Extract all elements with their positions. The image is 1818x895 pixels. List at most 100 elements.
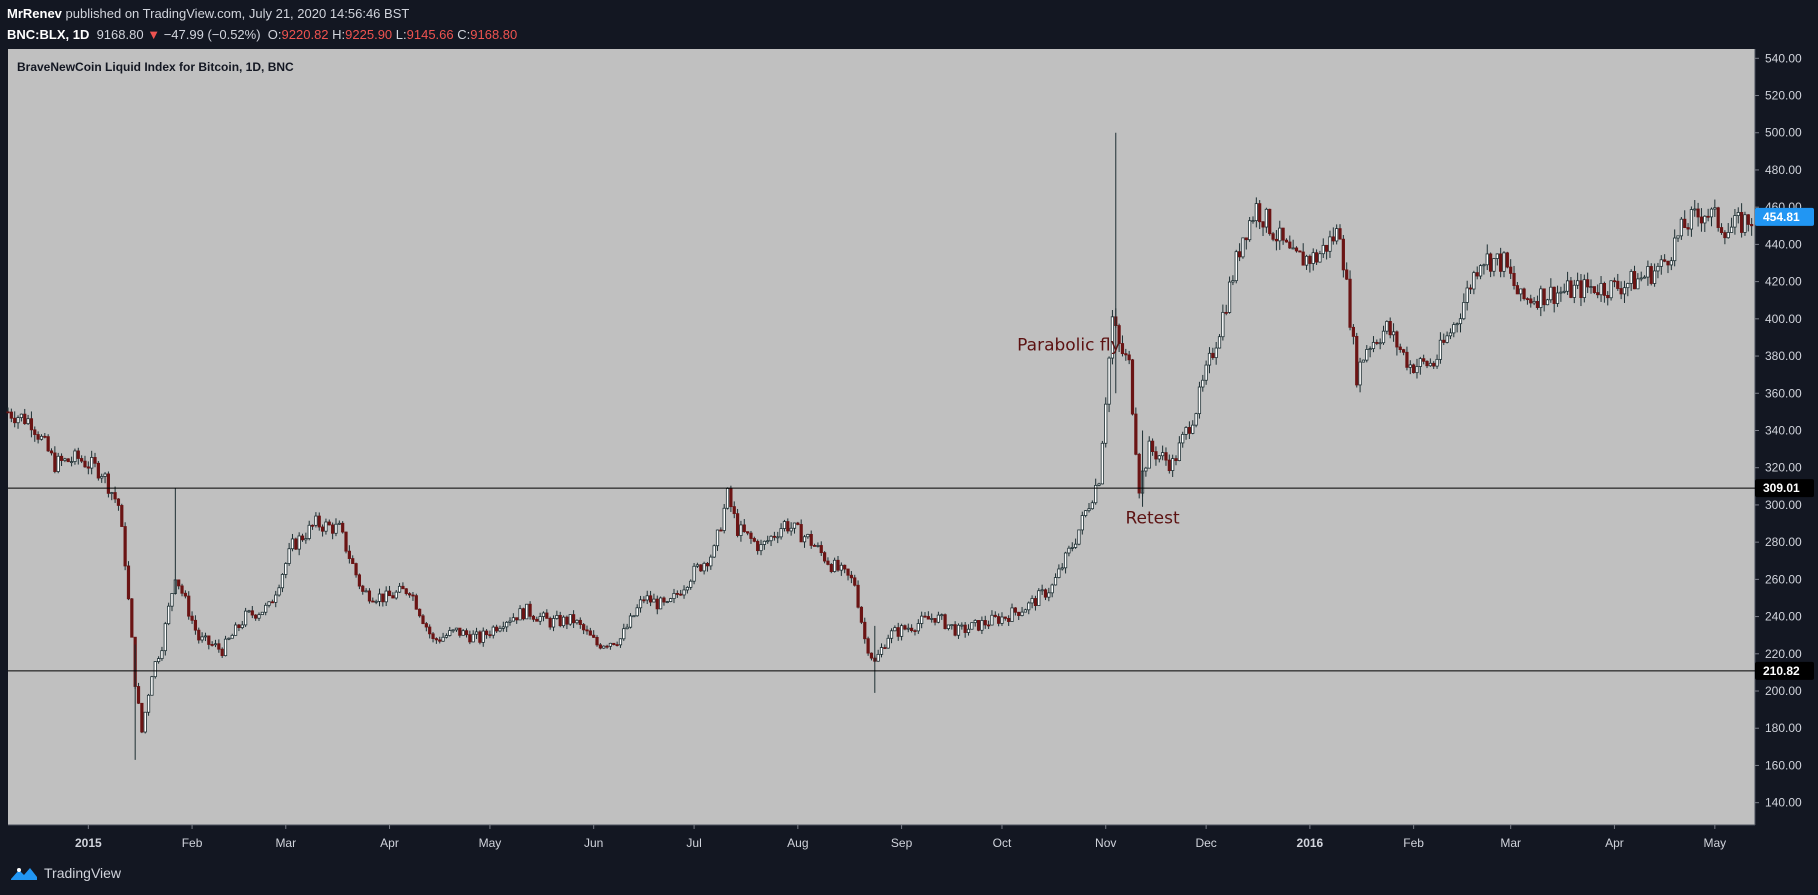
candle-body: [1298, 250, 1302, 253]
candle-body: [1740, 212, 1744, 233]
candle-body: [93, 457, 97, 464]
candle-body: [571, 614, 576, 624]
candle-body: [1398, 346, 1402, 351]
candle-body: [287, 548, 291, 564]
candle-body: [1489, 253, 1493, 272]
x-tick-label: 2016: [1297, 836, 1324, 850]
candle-body: [438, 639, 442, 642]
candle-body: [384, 590, 388, 603]
candle-body: [893, 627, 897, 632]
candle-body: [1381, 330, 1386, 344]
change-value: −47.99 (−0.52%): [163, 27, 261, 42]
candle-body: [1097, 483, 1101, 486]
candle-body: [756, 540, 760, 552]
candle-body: [1401, 349, 1406, 353]
candle-body: [1231, 280, 1235, 283]
candle-body: [826, 560, 830, 565]
candle-body: [441, 636, 445, 642]
candle-body: [374, 600, 378, 603]
current-price-label: 454.81: [1763, 210, 1800, 224]
candle-body: [1187, 427, 1192, 434]
x-tick-label: Mar: [275, 836, 296, 850]
candle-body: [1331, 236, 1335, 242]
candle-body: [491, 626, 495, 636]
candle-body: [1311, 252, 1315, 264]
candle-body: [66, 458, 70, 463]
candle-body: [1341, 238, 1345, 271]
candle-body: [1043, 589, 1048, 598]
candle-body: [1154, 451, 1158, 460]
candle-body: [1626, 283, 1630, 289]
candle-body: [548, 617, 552, 628]
candle-body: [1656, 265, 1660, 272]
candle-body: [120, 505, 124, 527]
candle-body: [1485, 253, 1489, 266]
candle-body: [1278, 227, 1282, 242]
chart-annotation[interactable]: Parabolic fly: [1017, 335, 1120, 355]
candle-body: [1636, 278, 1640, 290]
candle-body: [1559, 291, 1563, 294]
candle-body: [541, 612, 546, 617]
candle-body: [833, 559, 837, 572]
candle-body: [1689, 209, 1694, 230]
chart-annotation[interactable]: Retest: [1126, 509, 1180, 529]
candle-body: [1030, 598, 1034, 604]
candle-body: [997, 616, 1001, 624]
candle-body: [451, 629, 455, 632]
candle-body: [213, 643, 218, 646]
candle-body: [916, 623, 920, 632]
candle-body: [1512, 272, 1516, 286]
candle-body: [1549, 286, 1553, 301]
candle-body: [1304, 255, 1309, 266]
candle-body: [1482, 264, 1486, 267]
candle-body: [1023, 609, 1028, 613]
candle-body: [394, 591, 398, 599]
candle-body: [220, 648, 224, 657]
candle-body: [1150, 440, 1155, 452]
candle-body: [1639, 277, 1643, 280]
candle-body: [920, 615, 924, 624]
candle-body: [1622, 287, 1627, 295]
candle-body: [538, 616, 542, 622]
candle-body: [1214, 347, 1218, 359]
author-name[interactable]: MrRenev: [7, 6, 62, 21]
candle-body: [1191, 424, 1195, 434]
candle-body: [210, 644, 214, 646]
candle-body: [582, 624, 586, 631]
candle-body: [217, 643, 221, 650]
candle-body: [1408, 364, 1412, 368]
candle-body: [876, 653, 880, 662]
candle-body: [913, 630, 917, 633]
candle-body: [26, 418, 30, 425]
candle-body: [1201, 379, 1205, 388]
candle-body: [762, 540, 766, 545]
candle-body: [665, 601, 669, 603]
candle-body: [1642, 276, 1647, 279]
candle-body: [1458, 318, 1463, 325]
candle-body: [431, 633, 435, 639]
candle-body: [645, 595, 649, 601]
candle-body: [33, 429, 37, 435]
y-tick-label: 400.00: [1765, 312, 1802, 326]
candle-body: [1221, 311, 1225, 338]
x-tick-label: Feb: [182, 836, 203, 850]
current-price-tag: [1755, 207, 1814, 226]
candle-body: [123, 526, 127, 567]
candle-body: [300, 535, 305, 541]
candle-body: [150, 676, 154, 696]
x-tick-label: May: [1704, 836, 1727, 850]
candle-body: [1090, 502, 1094, 510]
candle-body: [1117, 325, 1121, 344]
candle-body: [1288, 241, 1292, 249]
candle-body: [1686, 227, 1690, 230]
candle-body: [478, 631, 482, 643]
candle-body: [1127, 354, 1131, 361]
candle-body: [1284, 239, 1289, 243]
candle-body: [1144, 467, 1148, 472]
candle-body: [1248, 220, 1252, 241]
candle-body: [679, 593, 683, 596]
candle-body: [1468, 287, 1473, 290]
candle-body: [742, 524, 746, 533]
tradingview-brand[interactable]: TradingView: [10, 865, 121, 881]
